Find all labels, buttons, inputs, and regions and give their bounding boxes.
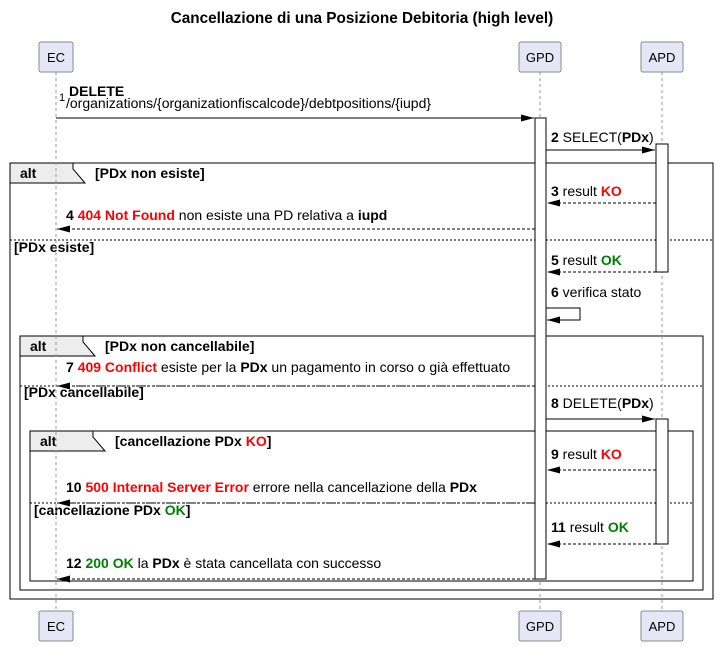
- svg-text:[PDx non cancellabile]: [PDx non cancellabile]: [105, 338, 254, 354]
- svg-text:10 500 Internal Server Error e: 10 500 Internal Server Error errore nell…: [66, 479, 477, 495]
- svg-text:EC: EC: [47, 50, 65, 65]
- svg-text:alt: alt: [40, 433, 57, 449]
- svg-text:[PDx esiste]: [PDx esiste]: [14, 239, 94, 255]
- svg-text:9 result KO: 9 result KO: [551, 446, 622, 462]
- svg-text:alt: alt: [30, 338, 47, 354]
- svg-text:alt: alt: [20, 165, 37, 181]
- svg-text:GPD: GPD: [526, 619, 554, 634]
- svg-text:8 DELETE(PDx): 8 DELETE(PDx): [551, 395, 654, 411]
- svg-text:APD: APD: [649, 619, 676, 634]
- svg-text:[cancellazione PDx KO]: [cancellazione PDx KO]: [115, 433, 271, 449]
- svg-text:2 SELECT(PDx): 2 SELECT(PDx): [551, 129, 654, 145]
- svg-text:[cancellazione PDx OK]: [cancellazione PDx OK]: [34, 502, 190, 518]
- svg-text:5 result OK: 5 result OK: [551, 252, 622, 268]
- svg-text:Cancellazione di una Posizione: Cancellazione di una Posizione Debitoria…: [171, 10, 554, 27]
- svg-text:EC: EC: [47, 619, 65, 634]
- svg-text:GPD: GPD: [526, 50, 554, 65]
- svg-text:[PDx non esiste]: [PDx non esiste]: [95, 165, 205, 181]
- svg-text:3 result KO: 3 result KO: [551, 183, 622, 199]
- svg-text:6 verifica stato: 6 verifica stato: [551, 284, 641, 300]
- svg-text:1: 1: [59, 92, 65, 104]
- svg-text:APD: APD: [649, 50, 676, 65]
- svg-text:/organizations/{organizationfi: /organizations/{organizationfiscalcode}/…: [66, 95, 431, 111]
- svg-text:4 404 Not Found non esiste una: 4 404 Not Found non esiste una PD relati…: [66, 207, 387, 223]
- svg-text:11 result OK: 11 result OK: [551, 519, 629, 535]
- svg-text:12 200 OK la PDx è stata cance: 12 200 OK la PDx è stata cancellata con …: [66, 555, 381, 571]
- svg-text:7 409 Conflict esiste per la P: 7 409 Conflict esiste per la PDx un paga…: [66, 359, 510, 375]
